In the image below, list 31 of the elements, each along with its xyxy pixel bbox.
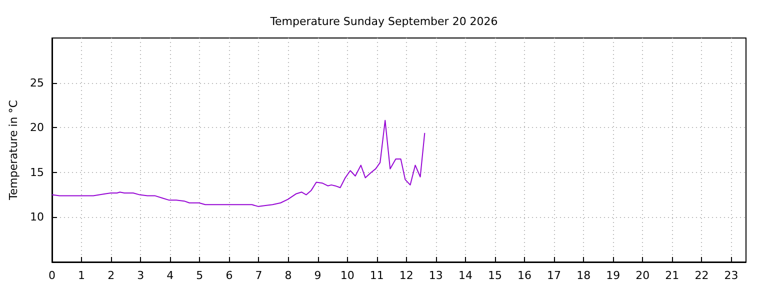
x-tick-label: 17 — [547, 269, 562, 282]
x-tick-label: 0 — [48, 269, 56, 282]
x-tick-label: 18 — [576, 269, 591, 282]
x-tick-label: 20 — [636, 269, 650, 282]
x-tick-label: 7 — [255, 269, 262, 282]
x-tick-label: 19 — [606, 269, 620, 282]
x-tick-label: 3 — [137, 269, 144, 282]
x-tick-label: 14 — [458, 269, 472, 282]
x-tick-label: 15 — [488, 269, 502, 282]
x-tick-label: 16 — [518, 269, 532, 282]
x-tick-label: 8 — [284, 269, 292, 282]
x-tick-label: 13 — [428, 269, 443, 282]
x-tick-label: 10 — [340, 269, 354, 282]
x-tick-label: 5 — [196, 269, 204, 282]
y-axis-title: Temperature in °C — [7, 100, 20, 201]
x-tick-label: 2 — [108, 269, 115, 282]
y-tick-label: 15 — [30, 166, 44, 179]
chart-title: Temperature Sunday September 20 2026 — [269, 15, 498, 28]
x-tick-label: 22 — [694, 269, 709, 282]
x-tick-label: 1 — [78, 269, 86, 282]
x-tick-label: 21 — [665, 269, 680, 282]
x-tick-label: 6 — [226, 269, 233, 282]
x-tick-label: 12 — [399, 269, 414, 282]
y-tick-label: 25 — [30, 76, 44, 90]
y-tick-label: 20 — [30, 121, 44, 134]
line-series — [52, 120, 426, 207]
y-tick-label: 10 — [30, 210, 44, 224]
x-tick-label: 4 — [166, 269, 174, 282]
x-tick-label: 11 — [370, 269, 384, 282]
x-tick-label: 9 — [314, 269, 322, 282]
x-tick-label: 23 — [724, 269, 738, 282]
